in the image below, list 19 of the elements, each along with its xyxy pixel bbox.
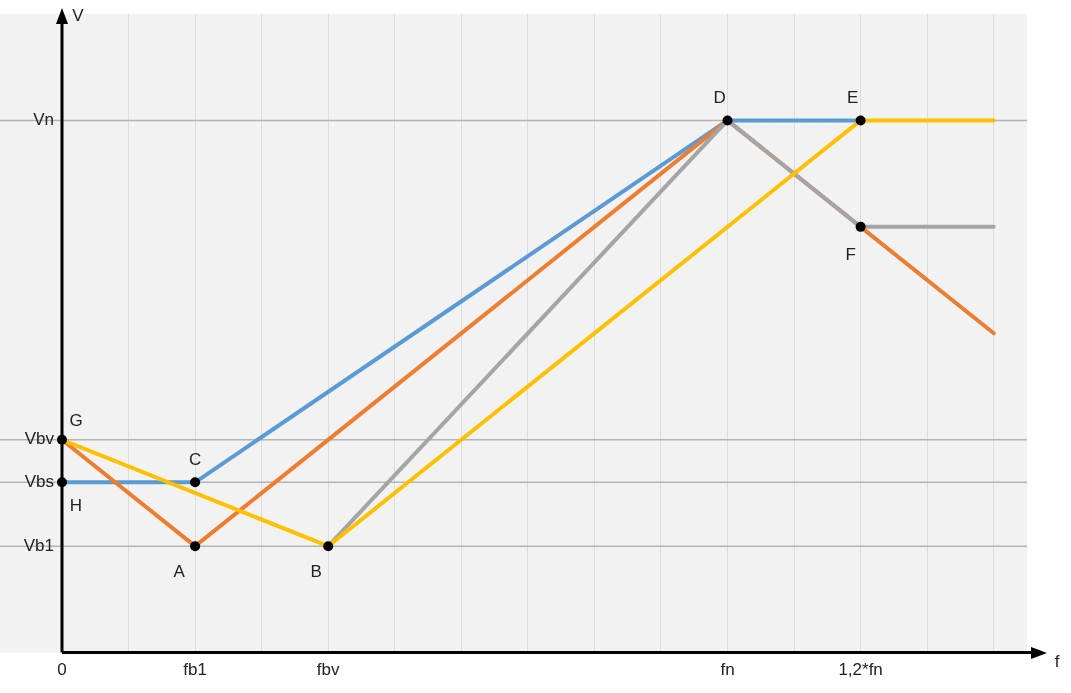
- annotation: E: [846, 88, 859, 108]
- ref-line-label: Vbv: [24, 429, 55, 449]
- x-tick-label: fbv: [316, 660, 341, 680]
- text: V: [72, 5, 85, 25]
- ref-line-label: Vbs: [24, 471, 54, 491]
- annotation: G: [69, 411, 83, 431]
- annotation: A: [173, 561, 186, 581]
- x-tick-label: fn: [720, 660, 735, 680]
- x-axis-title: f: [1054, 652, 1060, 672]
- annotation: F: [845, 244, 856, 264]
- annotation: D: [713, 88, 726, 108]
- x-tick-label: 0: [57, 660, 67, 680]
- ref-line-label: Vb1: [23, 535, 54, 555]
- x-tick-label: fb1: [183, 660, 207, 680]
- x-tick-label: 1,2*fn: [838, 660, 883, 680]
- ref-line-label: Vn: [33, 110, 54, 130]
- annotation: H: [69, 495, 83, 515]
- annotation: B: [310, 561, 322, 581]
- annotation: C: [188, 449, 202, 469]
